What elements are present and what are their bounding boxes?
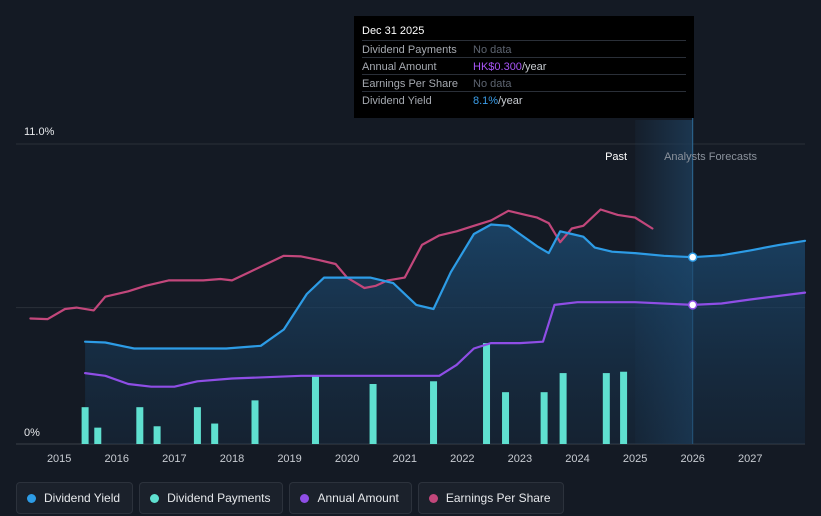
dividend-payment-bar: [211, 423, 219, 444]
x-tick-label: 2018: [220, 453, 244, 465]
tooltip-label: Annual Amount: [362, 61, 437, 73]
x-tick-label: 2026: [680, 453, 704, 465]
dividend-payment-bar: [483, 343, 491, 444]
x-tick-label: 2021: [392, 453, 416, 465]
legend-annual-amount[interactable]: Annual Amount: [289, 482, 412, 514]
legend-dividend-yield[interactable]: Dividend Yield: [16, 482, 134, 514]
dividend-payment-bar: [311, 375, 319, 444]
dividend-payment-bar: [193, 407, 201, 444]
y-axis-top-label: 11.0%: [24, 126, 55, 138]
tooltip-value: No data: [473, 78, 512, 90]
dividend-payment-bar: [136, 407, 144, 444]
past-label: Past: [605, 151, 627, 163]
legend-earnings-per-share[interactable]: Earnings Per Share: [417, 482, 564, 514]
legend-dividend-payments[interactable]: Dividend Payments: [139, 482, 284, 514]
tooltip-value: 8.1%/year: [473, 95, 523, 107]
dividend-payment-bar: [502, 392, 510, 444]
dividend-payment-bar: [559, 373, 567, 444]
x-tick-label: 2023: [508, 453, 532, 465]
y-axis-bottom-label: 0%: [24, 427, 40, 439]
tooltip-row: Dividend Yield 8.1%/year: [362, 91, 686, 109]
legend: Dividend Yield Dividend Payments Annual …: [16, 482, 564, 514]
x-tick-label: 2020: [335, 453, 359, 465]
legend-label: Earnings Per Share: [445, 491, 551, 505]
dividend-payment-bar: [153, 426, 161, 444]
tooltip-row: Dividend Payments No data: [362, 40, 686, 58]
forecast-label: Analysts Forecasts: [664, 151, 757, 163]
x-tick-label: 2016: [105, 453, 129, 465]
tooltip-row: Annual Amount HK$0.300/year: [362, 57, 686, 75]
tooltip-value: No data: [473, 44, 512, 56]
legend-label: Annual Amount: [317, 491, 399, 505]
dividend-yield-marker: [687, 252, 698, 262]
x-tick-label: 2024: [565, 453, 589, 465]
dividend-payment-bar: [620, 371, 628, 444]
x-tick-label: 2025: [623, 453, 647, 465]
legend-dot-icon: [300, 493, 310, 503]
earnings-per-share-line: [29, 208, 654, 321]
tooltip-label: Earnings Per Share: [362, 78, 458, 90]
legend-dot-icon: [150, 493, 160, 503]
dividend-payment-bar: [94, 427, 102, 444]
x-tick-label: 2017: [162, 453, 186, 465]
dividend-payment-bar: [602, 373, 610, 444]
tooltip-title: Dec 31 2025: [362, 25, 425, 37]
legend-dot-icon: [27, 493, 36, 503]
legend-label: Dividend Payments: [167, 491, 271, 505]
tooltip-value: HK$0.300/year: [473, 61, 547, 73]
dividend-payment-bar: [430, 381, 438, 444]
x-tick-label: 2022: [450, 453, 474, 465]
annual-amount-line: [84, 291, 807, 388]
tooltip-label: Dividend Yield: [362, 95, 432, 107]
x-tick-label: 2019: [277, 453, 301, 465]
legend-dot-icon: [428, 493, 438, 503]
tooltip: Dec 31 2025 Dividend Payments No data An…: [354, 16, 694, 118]
tooltip-label: Dividend Payments: [362, 44, 457, 56]
dividend-payment-bar: [251, 400, 259, 444]
annual-amount-marker: [687, 300, 698, 310]
dividend-payment-bar: [81, 407, 89, 444]
dividend-payment-bar: [369, 384, 377, 444]
x-tick-label: 2015: [47, 453, 71, 465]
dividend-payment-bar: [540, 392, 548, 444]
x-tick-label: 2027: [738, 453, 762, 465]
tooltip-row: Earnings Per Share No data: [362, 74, 686, 92]
legend-label: Dividend Yield: [44, 491, 121, 505]
dividend-yield-line: [84, 223, 807, 350]
